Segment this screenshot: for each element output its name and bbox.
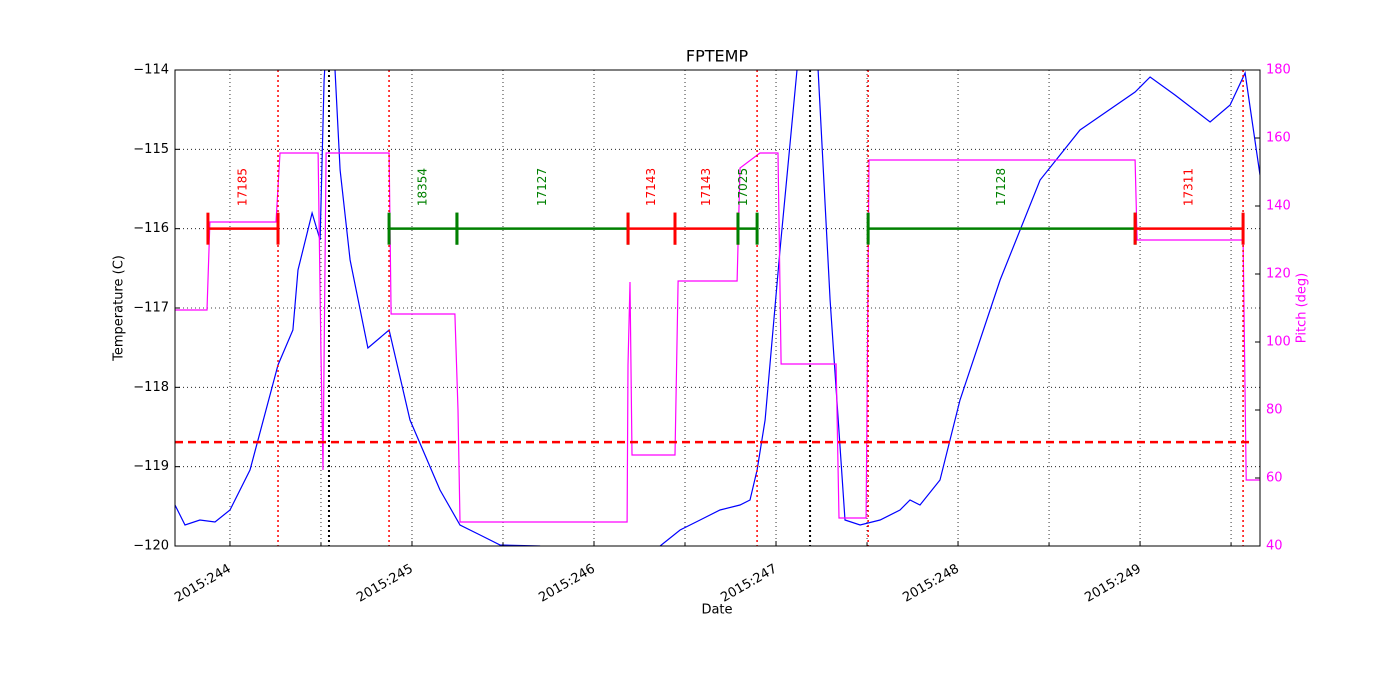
plot-frame <box>174 69 1261 547</box>
y2-tick-label: 80 <box>1266 403 1283 418</box>
y2-tick-label: 60 <box>1266 471 1283 486</box>
y2-tick-label: 120 <box>1266 267 1291 282</box>
obsid-label: 17127 <box>535 168 549 206</box>
y-tick-label: −118 <box>133 380 169 395</box>
obsid-label: 17128 <box>994 168 1008 206</box>
x-axis-label: Date <box>701 603 732 618</box>
series-line <box>175 70 1260 546</box>
y2-axis-label: Pitch (deg) <box>1295 273 1310 343</box>
obsid-label: 18354 <box>415 168 429 206</box>
y-tick-label: −119 <box>133 459 169 474</box>
series-line <box>175 152 1260 523</box>
obsid-label: 17185 <box>235 168 249 206</box>
y-axis-label: Temperature (C) <box>112 255 127 362</box>
y2-tick-label: 140 <box>1266 199 1291 214</box>
obsid-label: 17025 <box>736 168 750 206</box>
y-tick-label: −120 <box>133 539 169 554</box>
y-tick-label: −117 <box>133 301 169 316</box>
y2-tick-label: 160 <box>1266 131 1291 146</box>
obsid-label: 17311 <box>1182 168 1196 206</box>
y-tick-label: −114 <box>133 63 169 78</box>
y2-tick-label: 40 <box>1266 539 1283 554</box>
y2-tick-label: 100 <box>1266 335 1291 350</box>
chart-title: FPTEMP <box>686 47 749 66</box>
plot-area <box>175 70 1260 546</box>
y-tick-label: −115 <box>133 142 169 157</box>
y2-tick-label: 180 <box>1266 63 1291 78</box>
y-tick-label: −116 <box>133 221 169 236</box>
obsid-label: 17143 <box>644 168 658 206</box>
obsid-label: 17143 <box>699 168 713 206</box>
